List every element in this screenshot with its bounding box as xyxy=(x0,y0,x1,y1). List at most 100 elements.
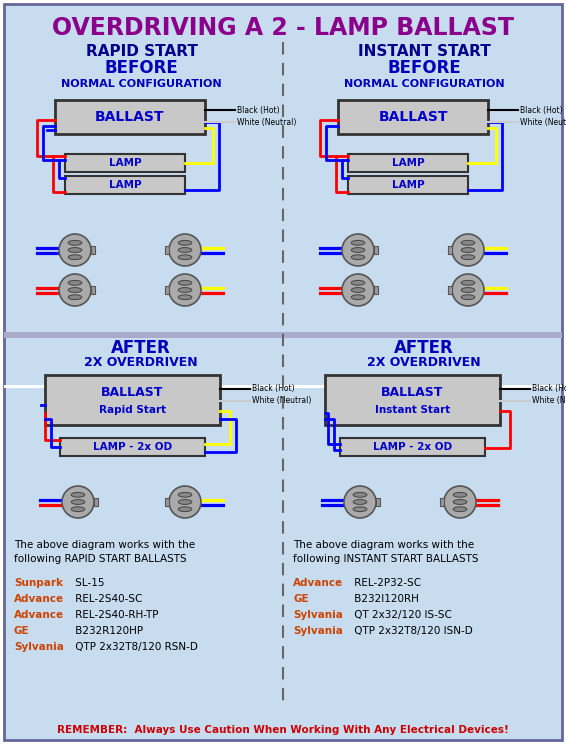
Ellipse shape xyxy=(351,254,365,260)
Ellipse shape xyxy=(68,240,82,246)
Text: RAPID START: RAPID START xyxy=(85,45,198,60)
Text: The above diagram works with the: The above diagram works with the xyxy=(14,540,195,550)
Text: LAMP: LAMP xyxy=(109,158,142,168)
Text: White (Neutral): White (Neutral) xyxy=(237,118,297,126)
Bar xyxy=(94,498,98,506)
Circle shape xyxy=(62,486,94,518)
Text: BALLAST: BALLAST xyxy=(381,386,444,399)
Bar xyxy=(440,498,444,506)
Ellipse shape xyxy=(351,295,365,300)
Bar xyxy=(165,286,169,294)
Bar xyxy=(376,498,380,506)
Ellipse shape xyxy=(178,240,192,246)
Bar xyxy=(374,286,378,294)
Circle shape xyxy=(452,234,484,266)
Text: REL-2S40-RH-TP: REL-2S40-RH-TP xyxy=(72,610,158,620)
Ellipse shape xyxy=(68,248,82,252)
Ellipse shape xyxy=(461,295,475,300)
Text: REMEMBER:  Always Use Caution When Working With Any Electrical Devices!: REMEMBER: Always Use Caution When Workin… xyxy=(57,725,509,735)
Ellipse shape xyxy=(68,280,82,285)
Ellipse shape xyxy=(71,493,85,497)
Text: BEFORE: BEFORE xyxy=(387,59,461,77)
Text: Black (Hot): Black (Hot) xyxy=(532,385,566,394)
Bar xyxy=(165,498,169,506)
Bar xyxy=(448,246,452,254)
Text: The above diagram works with the: The above diagram works with the xyxy=(293,540,474,550)
Bar xyxy=(448,286,452,294)
Ellipse shape xyxy=(178,500,192,504)
Ellipse shape xyxy=(178,295,192,300)
Text: Black (Hot): Black (Hot) xyxy=(520,106,563,115)
Text: NORMAL CONFIGURATION: NORMAL CONFIGURATION xyxy=(344,79,504,89)
Bar xyxy=(340,438,485,456)
Bar xyxy=(60,438,205,456)
Ellipse shape xyxy=(453,493,467,497)
Text: INSTANT START: INSTANT START xyxy=(358,45,491,60)
Text: Black (Hot): Black (Hot) xyxy=(252,385,295,394)
Text: LAMP: LAMP xyxy=(392,158,424,168)
Text: B232I120RH: B232I120RH xyxy=(351,594,419,604)
Text: LAMP: LAMP xyxy=(109,180,142,190)
Text: GE: GE xyxy=(293,594,308,604)
Ellipse shape xyxy=(68,295,82,300)
Circle shape xyxy=(342,274,374,306)
Text: LAMP: LAMP xyxy=(392,180,424,190)
Ellipse shape xyxy=(178,280,192,285)
Bar xyxy=(348,176,468,194)
Text: QT 2x32/120 IS-SC: QT 2x32/120 IS-SC xyxy=(351,610,452,620)
Text: White (Neutral): White (Neutral) xyxy=(252,397,311,405)
Bar xyxy=(4,332,562,338)
Circle shape xyxy=(169,234,201,266)
Bar xyxy=(65,154,185,172)
Text: REL-2S40-SC: REL-2S40-SC xyxy=(72,594,143,604)
Text: 2X OVERDRIVEN: 2X OVERDRIVEN xyxy=(367,356,481,370)
Text: LAMP - 2x OD: LAMP - 2x OD xyxy=(93,442,172,452)
Text: NORMAL CONFIGURATION: NORMAL CONFIGURATION xyxy=(61,79,221,89)
Ellipse shape xyxy=(178,254,192,260)
Bar xyxy=(325,375,500,425)
Text: Sylvania: Sylvania xyxy=(293,626,343,636)
Circle shape xyxy=(169,274,201,306)
Ellipse shape xyxy=(351,280,365,285)
Circle shape xyxy=(169,486,201,518)
Text: QTP 2x32T8/120 RSN-D: QTP 2x32T8/120 RSN-D xyxy=(72,642,198,652)
Ellipse shape xyxy=(461,280,475,285)
Text: following RAPID START BALLASTS: following RAPID START BALLASTS xyxy=(14,554,187,564)
Ellipse shape xyxy=(453,507,467,512)
Text: Advance: Advance xyxy=(293,578,343,588)
Ellipse shape xyxy=(178,493,192,497)
Bar xyxy=(45,375,220,425)
Ellipse shape xyxy=(351,288,365,292)
Bar xyxy=(91,246,95,254)
Bar xyxy=(4,385,562,388)
Text: BEFORE: BEFORE xyxy=(104,59,178,77)
Bar xyxy=(91,286,95,294)
Text: White (Neutral): White (Neutral) xyxy=(532,397,566,405)
Ellipse shape xyxy=(353,500,367,504)
Ellipse shape xyxy=(461,254,475,260)
Bar xyxy=(55,100,205,134)
Text: AFTER: AFTER xyxy=(111,339,171,357)
Ellipse shape xyxy=(461,240,475,246)
Ellipse shape xyxy=(453,500,467,504)
Text: Sylvania: Sylvania xyxy=(14,642,64,652)
Text: REL-2P32-SC: REL-2P32-SC xyxy=(351,578,421,588)
Text: SL-15: SL-15 xyxy=(72,578,105,588)
Bar xyxy=(165,246,169,254)
Circle shape xyxy=(444,486,476,518)
Ellipse shape xyxy=(178,507,192,512)
Ellipse shape xyxy=(68,254,82,260)
Text: GE: GE xyxy=(14,626,29,636)
Bar xyxy=(338,100,488,134)
Ellipse shape xyxy=(461,248,475,252)
Text: QTP 2x32T8/120 ISN-D: QTP 2x32T8/120 ISN-D xyxy=(351,626,473,636)
Circle shape xyxy=(59,234,91,266)
Text: BALLAST: BALLAST xyxy=(101,386,164,399)
Text: LAMP - 2x OD: LAMP - 2x OD xyxy=(373,442,452,452)
Ellipse shape xyxy=(178,288,192,292)
Text: BALLAST: BALLAST xyxy=(378,110,448,124)
Text: Sunpark: Sunpark xyxy=(14,578,63,588)
Bar xyxy=(65,176,185,194)
Bar xyxy=(348,154,468,172)
Text: BALLAST: BALLAST xyxy=(95,110,165,124)
